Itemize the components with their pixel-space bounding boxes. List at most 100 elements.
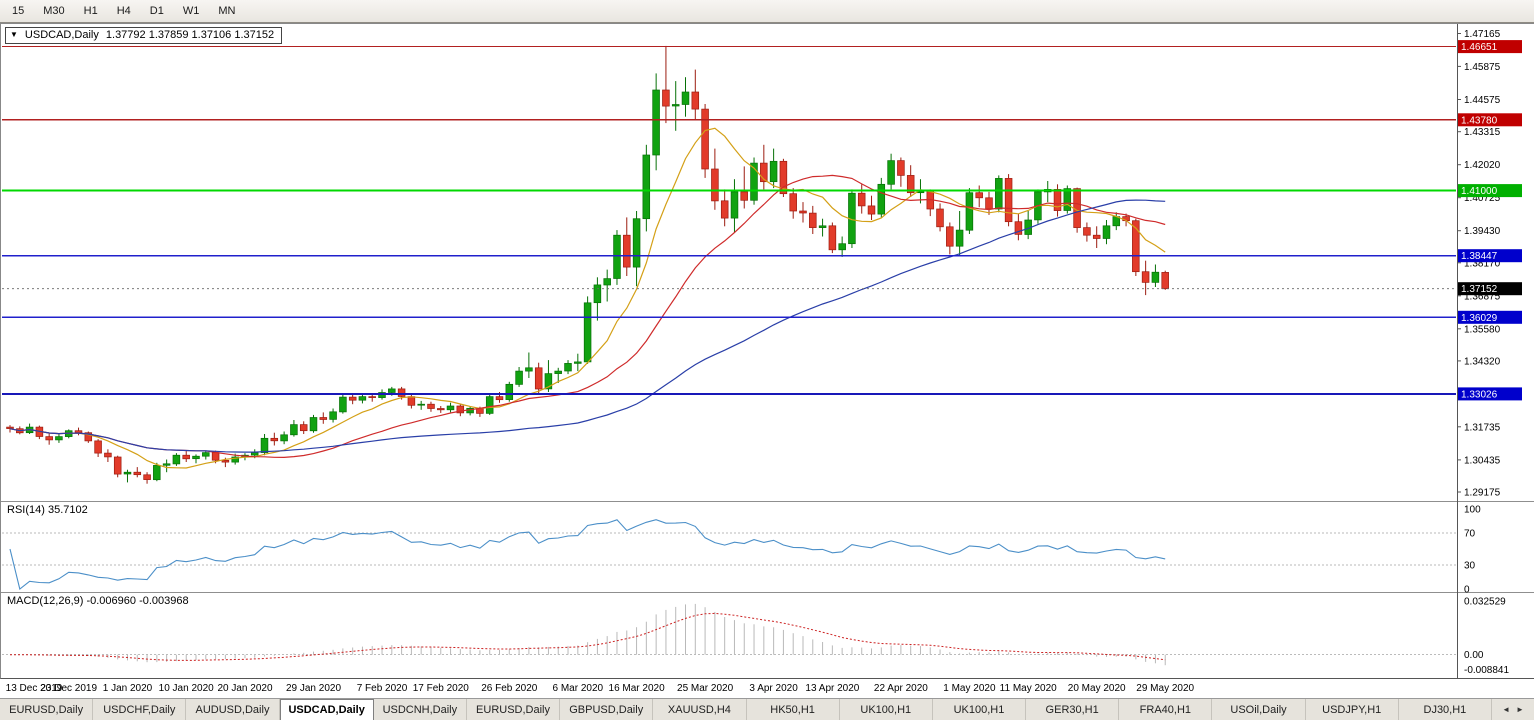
timeframe-button-h4[interactable]: H4: [116, 5, 131, 17]
date-label: 29 May 2020: [1136, 683, 1194, 694]
date-label: 13 Apr 2020: [805, 683, 859, 694]
timeframe-button-mn[interactable]: MN: [218, 5, 236, 17]
tab-13-usoil-daily[interactable]: USOil,Daily: [1212, 699, 1306, 720]
date-label: 11 May 2020: [1000, 683, 1058, 694]
timeframe-button-d1[interactable]: D1: [149, 5, 164, 17]
main-price-panel: [2, 45, 1456, 484]
date-label: 17 Feb 2020: [413, 683, 470, 694]
tab-14-usdjpy-h1[interactable]: USDJPY,H1: [1306, 699, 1399, 720]
macd-tick-0.032529: 0.032529: [1464, 597, 1506, 608]
candles: [6, 45, 1169, 484]
price-tick-1.42020: 1.42020: [1464, 160, 1501, 171]
macd-histogram: [38, 603, 1166, 666]
tab-15-dj30-h1[interactable]: DJ30,H1: [1399, 699, 1492, 720]
rsi-tick-0: 0: [1464, 585, 1470, 596]
chart-ohlc-quote: 1.37792 1.37859 1.37106 1.37152: [105, 29, 275, 41]
date-label: 16 Mar 2020: [609, 683, 666, 694]
level-price-tag-1.36029: [1458, 310, 1522, 324]
chart-symbol-period: USDCAD,Daily: [24, 29, 99, 41]
tab-8-hk50-h1[interactable]: HK50,H1: [747, 699, 840, 720]
timeframe-toolbar: 15 M30 H1 H4 D1 W1 MN: [0, 0, 1534, 23]
level-price-tag-1.38447: [1458, 249, 1522, 263]
price-tick-1.45875: 1.45875: [1464, 62, 1501, 73]
date-label: 20 Jan 2020: [217, 683, 272, 694]
level-price-tag-1.33026: [1458, 387, 1522, 401]
chart-frame: [0, 23, 1534, 679]
timeframe-button-h1[interactable]: H1: [83, 5, 98, 17]
timeframe-button-15[interactable]: 15: [12, 5, 25, 17]
tab-11-ger30-h1[interactable]: GER30,H1: [1026, 699, 1120, 720]
price-tick-1.35580: 1.35580: [1464, 324, 1501, 335]
date-label: 25 Mar 2020: [677, 683, 734, 694]
svg-text:1.43780: 1.43780: [1461, 115, 1498, 126]
price-tick-1.40725: 1.40725: [1464, 193, 1501, 204]
rsi-indicator-label: RSI(14) 35.7102: [7, 504, 88, 516]
svg-text:1.38447: 1.38447: [1461, 251, 1498, 262]
tab-7-xauusd-h4[interactable]: XAUUSD,H4: [653, 699, 747, 720]
tab-3-usdcad-daily[interactable]: USDCAD,Daily: [279, 699, 374, 720]
tab-9-uk100-h1[interactable]: UK100,H1: [840, 699, 933, 720]
date-label: 20 May 2020: [1068, 683, 1126, 694]
date-label: 6 Mar 2020: [553, 683, 604, 694]
rsi-tick-100: 100: [1464, 505, 1481, 516]
price-tick-1.47165: 1.47165: [1464, 29, 1501, 40]
tab-4-usdcnh-daily[interactable]: USDCNH,Daily: [374, 699, 467, 720]
tab-6-gbpusd-daily[interactable]: GBPUSD,Daily: [560, 699, 654, 720]
current-price-tag: [1458, 282, 1522, 296]
date-label: 1 Jan 2020: [103, 683, 153, 694]
price-tick-1.43315: 1.43315: [1464, 127, 1501, 138]
price-tick-1.39430: 1.39430: [1464, 226, 1501, 237]
svg-text:1.33026: 1.33026: [1461, 389, 1498, 400]
price-tick-1.29175: 1.29175: [1464, 488, 1501, 499]
price-tick-1.30435: 1.30435: [1464, 455, 1501, 466]
date-label: 23 Dec 2019: [40, 683, 97, 694]
tabs-scroll-right-button[interactable]: ►: [1516, 705, 1524, 714]
chart-title-box[interactable]: ▼ USDCAD,Daily 1.37792 1.37859 1.37106 1…: [5, 27, 283, 44]
date-label: 3 Apr 2020: [749, 683, 798, 694]
tab-scroll-controls: ◄ ►: [1492, 699, 1534, 720]
ma-line-8: [9, 127, 1166, 469]
tab-1-usdchf-daily[interactable]: USDCHF,Daily: [93, 699, 187, 720]
date-label: 29 Jan 2020: [286, 683, 341, 694]
level-price-tag-1.46651: [1458, 40, 1522, 54]
date-label: 7 Feb 2020: [357, 683, 408, 694]
date-label: 1 May 2020: [943, 683, 996, 694]
price-tick-1.44575: 1.44575: [1464, 95, 1501, 106]
macd-tick--0.008841: -0.008841: [1464, 665, 1509, 676]
ma-line-55: [9, 199, 1166, 453]
level-price-tag-1.41000: [1458, 184, 1522, 198]
tab-0-eurusd-daily[interactable]: EURUSD,Daily: [0, 699, 94, 720]
rsi-tick-30: 30: [1464, 561, 1476, 572]
date-label: 10 Jan 2020: [159, 683, 214, 694]
macd-signal-line: [9, 612, 1166, 661]
svg-text:1.36029: 1.36029: [1461, 313, 1498, 324]
chart-collapse-icon[interactable]: ▼: [10, 30, 18, 39]
price-chart-canvas[interactable]: 1.47165 1.45875 1.44575 1.43315 1.42020 1.407…: [0, 23, 1534, 698]
date-label: 13 Dec 2019: [6, 683, 63, 694]
timeframe-button-w1[interactable]: W1: [182, 5, 200, 17]
price-tick-1.31735: 1.31735: [1464, 422, 1501, 433]
price-axis[interactable]: 1.47165 1.45875 1.44575 1.43315 1.42020 1.407…: [1457, 29, 1522, 676]
tab-5-eurusd-daily[interactable]: EURUSD,Daily: [467, 699, 561, 720]
tabs-scroll-left-button[interactable]: ◄: [1502, 705, 1510, 714]
rsi-panel: [2, 519, 1456, 590]
macd-indicator-label: MACD(12,26,9) -0.006960 -0.003968: [7, 595, 189, 607]
svg-text:1.41000: 1.41000: [1461, 186, 1498, 197]
level-price-tag-1.43780: [1458, 113, 1522, 127]
date-label: 22 Apr 2020: [874, 683, 928, 694]
rsi-line: [9, 519, 1166, 590]
svg-text:1.37152: 1.37152: [1461, 284, 1498, 295]
tab-10-uk100-h1[interactable]: UK100,H1: [933, 699, 1027, 720]
svg-text:1.46651: 1.46651: [1461, 42, 1498, 53]
chart-tabs-bar: EURUSD,Daily USDCHF,Daily AUDUSD,Daily USDC…: [0, 698, 1534, 720]
tab-2-audusd-daily[interactable]: AUDUSD,Daily: [186, 699, 280, 720]
rsi-tick-70: 70: [1464, 529, 1476, 540]
tab-12-fra40-h1[interactable]: FRA40,H1: [1119, 699, 1213, 720]
timeframe-button-m30[interactable]: M30: [43, 5, 65, 17]
chart-area: 1.47165 1.45875 1.44575 1.43315 1.42020 1.407…: [0, 23, 1534, 698]
price-tick-1.34320: 1.34320: [1464, 356, 1501, 367]
price-tick-1.38170: 1.38170: [1464, 258, 1501, 269]
date-label: 26 Feb 2020: [481, 683, 538, 694]
